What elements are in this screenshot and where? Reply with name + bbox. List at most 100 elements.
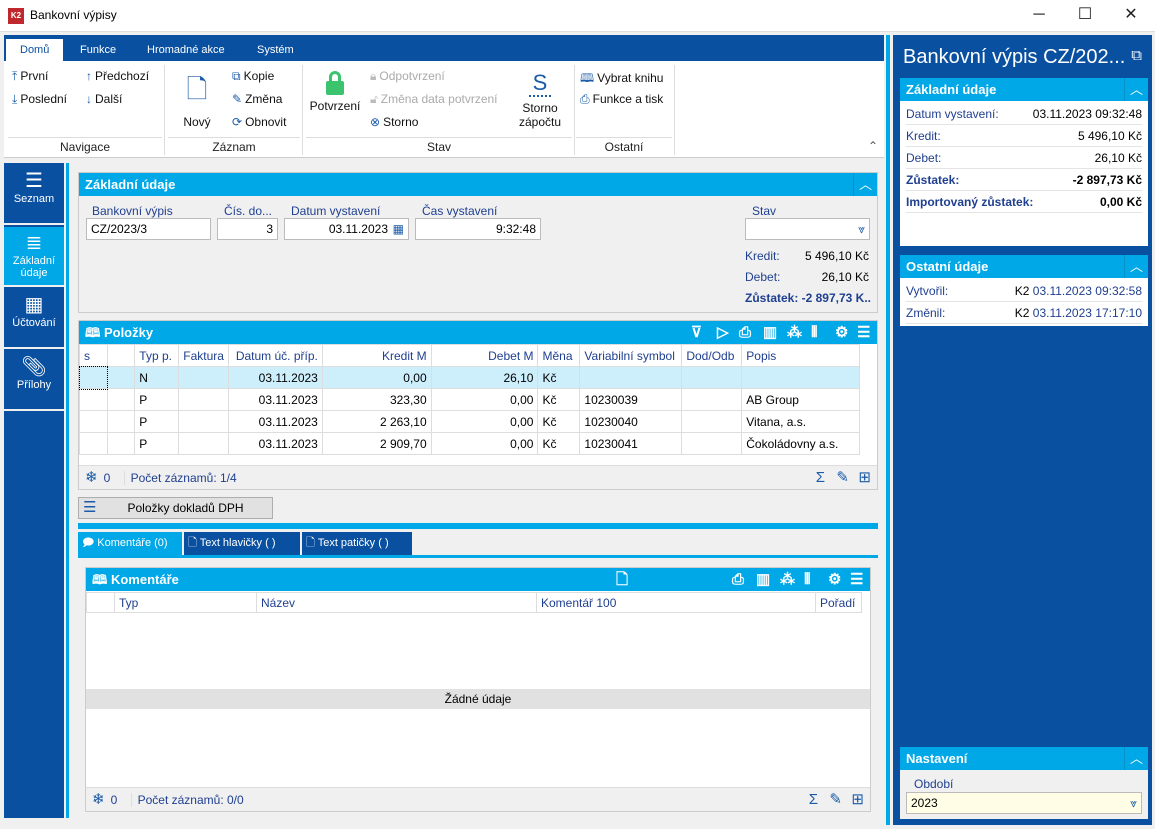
edit-icon[interactable]: ✎ [829,791,842,808]
date-field[interactable]: 03.11.2023 ▦ [284,218,409,240]
period-select[interactable]: 2023 ⩔ [906,792,1142,814]
choose-book-button[interactable]: 🕮 Vybrat knihu [580,69,663,90]
tab-system[interactable]: Systém [257,44,294,56]
arrow-down-icon: ↓ [86,92,92,106]
column-header[interactable]: Debet M [430,344,539,367]
storno-button[interactable]: ⊗ Storno [370,115,418,129]
new-button[interactable]: 🗋 Nový [180,71,214,129]
close-button[interactable]: ✕ [1124,6,1138,23]
vat-items-button[interactable]: ☰ Položky dokladů DPH [78,497,273,519]
nav-prilohy[interactable]: 📎︎ Přílohy [4,351,64,411]
splitter[interactable] [78,523,878,529]
gear-icon[interactable]: ⚙ [835,324,849,341]
refresh-button[interactable]: ⟳ Obnovit [232,115,286,129]
storno-offset-button[interactable]: S Storno zápočtu [516,71,564,130]
ribbon-tabs: Domů Funkce Hromadné akce Systém [4,35,884,61]
col-typ[interactable]: Typ [114,592,257,613]
created-date: 03.11.2023 09:32:58 [1032,284,1142,298]
previous-button[interactable]: ↑ Předchozí [86,69,149,83]
collapse-icon[interactable]: ︿ [1124,255,1148,278]
chart-icon[interactable]: ▥ [756,571,771,588]
column-header[interactable]: s [79,344,108,367]
table-cell [79,388,108,411]
side-splitter[interactable] [886,35,890,825]
column-header[interactable]: Datum úč. příp. [227,344,323,367]
lock-icon [326,71,344,95]
collapse-icon[interactable]: ︿ [1124,78,1148,101]
menu-icon: ☰ [25,170,43,192]
period-value: 2023 [911,796,938,810]
maximize-button[interactable]: ☐ [1077,6,1093,23]
edit-icon[interactable]: ✎ [836,469,849,486]
change-button[interactable]: ✎ Změna [232,92,282,106]
first-button[interactable]: ⤒ První [12,69,48,84]
collapse-icon[interactable]: ︿ [1124,747,1148,770]
play-icon[interactable]: ▷ [717,324,729,341]
col-marker[interactable] [86,592,115,613]
col-komentar[interactable]: Komentář 100 [536,592,816,613]
print-button[interactable]: ⎙ Funkce a tisk [580,92,663,107]
snowflake-icon[interactable]: ❄ [92,791,105,808]
column-header[interactable] [106,344,136,367]
cubes-icon[interactable]: ⁂ [780,571,795,588]
nav-seznam[interactable]: ☰ Seznam [4,165,64,225]
sum-icon[interactable]: Σ [815,469,825,486]
tab-footer-text[interactable]: 🗋 Text patičky ( ) [302,532,412,555]
filter-icon[interactable]: ⊽ [691,324,702,341]
printer-icon[interactable]: ⎙ [732,571,745,588]
column-header[interactable]: Faktura [178,344,229,367]
menu-icon[interactable]: ☰ [857,324,871,341]
column-header[interactable]: Kredit M [321,344,432,367]
new-icon[interactable]: 🗋 [616,571,629,588]
tab-funkce[interactable]: Funkce [80,44,117,56]
table-row[interactable]: P 03.11.2023 323,30 0,00 Kč 10230039 AB Group [79,388,860,411]
confirm-button[interactable]: Potvrzení [308,71,362,113]
col-nazev[interactable]: Název [256,592,537,613]
state-select[interactable]: ⩔ [745,218,870,240]
right-other-section: Ostatní údaje ︿ Vytvořil: K2 03.11.2023 09… [900,255,1148,326]
table-row[interactable]: N 03.11.2023 0,00 26,10 Kč [78,365,860,390]
collapse-icon[interactable]: ︿ [853,173,877,196]
next-button[interactable]: ↓ Další [86,92,122,106]
column-header[interactable]: Popis [741,344,860,367]
arrow-up-bar-icon: ⤒ [12,69,18,83]
nav-uctovani[interactable]: ▦ Účtování [4,289,64,349]
snowflake-icon[interactable]: ❄ [85,469,98,486]
info-value: -2 897,73 Kč [1072,173,1142,187]
nav-zakladni-udaje[interactable]: ≣ Základní údaje [4,227,64,287]
tab-hromadne-akce[interactable]: Hromadné akce [147,44,225,56]
minimize-button[interactable]: ─ [1033,6,1045,23]
tab-domu[interactable]: Domů [6,39,64,61]
column-header[interactable]: Typ p. [134,344,180,367]
calendar-icon[interactable]: ▦ [392,222,404,236]
tab-comments[interactable]: 🗩 Komentáře (0) [78,532,182,555]
statement-field[interactable]: CZ/2023/3 [86,218,211,240]
last-button[interactable]: ⤓ Poslední [12,92,67,107]
add-record-icon[interactable]: ⊞ [851,791,864,808]
cubes-icon[interactable]: ⁂ [787,324,802,341]
column-header[interactable]: Dod/Odb [681,344,743,367]
list-icon: ≣ [25,232,43,254]
table-row[interactable]: P 03.11.2023 2 909,70 0,00 Kč 10230041 Čokolád… [79,432,860,455]
columns-icon[interactable]: ⦀ [811,324,818,341]
column-header[interactable]: Měna [537,344,581,367]
collapse-ribbon-icon[interactable]: ⌃ [868,139,879,153]
previous-label: Předchozí [95,69,150,83]
printer-icon[interactable]: ⎙ [739,324,752,341]
col-poradi[interactable]: Pořadí [815,592,862,613]
menu-icon[interactable]: ☰ [850,571,864,588]
column-header[interactable]: Variabilní symbol [579,344,683,367]
table-cell [681,432,743,455]
columns-icon[interactable]: ⦀ [804,571,811,588]
table-row[interactable]: P 03.11.2023 2 263,10 0,00 Kč 10230040 Vitana,… [79,410,860,433]
sum-icon[interactable]: Σ [808,791,818,808]
add-record-icon[interactable]: ⊞ [858,469,871,486]
popout-icon[interactable]: ⧉ [1131,47,1142,64]
chart-icon[interactable]: ▥ [763,324,778,341]
copy-button[interactable]: ⧉ Kopie [232,69,274,84]
time-field[interactable]: 9:32:48 [415,218,541,240]
first-label: První [20,69,49,83]
doc-no-field[interactable]: 3 [217,218,278,240]
gear-icon[interactable]: ⚙ [828,571,842,588]
tab-header-text[interactable]: 🗋 Text hlavičky ( ) [184,532,300,555]
